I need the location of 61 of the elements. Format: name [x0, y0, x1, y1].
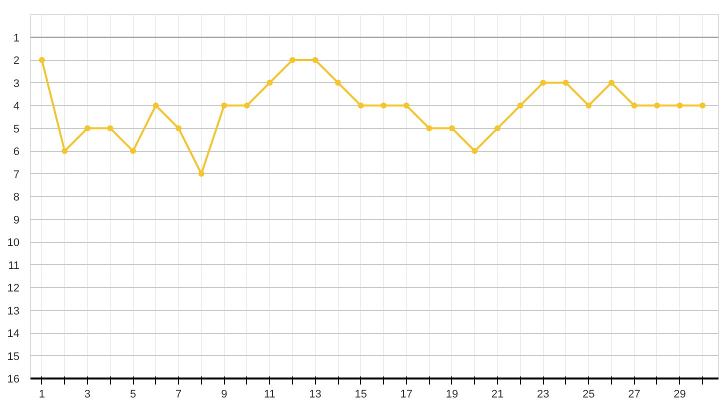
- point: [266, 80, 273, 86]
- point: [289, 57, 296, 63]
- x-tick-label: 3: [84, 388, 91, 400]
- y-tick-label: 8: [13, 192, 20, 204]
- y-tick-label: 1: [13, 32, 20, 44]
- point: [312, 57, 318, 63]
- point: [335, 80, 342, 86]
- x-tick-label: 13: [309, 388, 322, 400]
- y-tick-label: 15: [7, 350, 20, 363]
- point: [700, 102, 706, 108]
- point: [38, 57, 45, 63]
- y-tick-label: 7: [13, 168, 20, 181]
- x-tick-label: 27: [628, 388, 640, 400]
- y-tick-label: 3: [13, 78, 20, 90]
- y-tick-label: 2: [13, 55, 20, 67]
- x-tick-label: 9: [221, 388, 228, 400]
- x-tick-label: 11: [264, 388, 276, 400]
- point: [517, 102, 524, 108]
- point: [426, 125, 432, 132]
- y-tick-label: 11: [8, 260, 20, 272]
- point: [380, 102, 387, 108]
- y-tick-label: 4: [13, 100, 20, 112]
- x-tick-label: 23: [536, 388, 550, 400]
- x-tick-label: 5: [130, 388, 136, 400]
- point: [631, 102, 638, 108]
- point: [62, 148, 68, 154]
- point: [130, 148, 136, 154]
- point: [540, 80, 546, 86]
- x-tick-label: 21: [491, 388, 504, 400]
- point: [494, 125, 501, 132]
- point: [176, 125, 182, 132]
- x-tick-label: 25: [582, 388, 595, 400]
- point: [244, 102, 250, 108]
- x-tick-label: 1: [38, 388, 45, 400]
- point: [107, 125, 114, 132]
- y-tick-label: 5: [13, 123, 20, 136]
- y-tick-label: 16: [7, 374, 20, 386]
- point: [472, 148, 478, 154]
- x-tick-label: 17: [400, 388, 413, 400]
- point: [654, 102, 660, 108]
- y-tick-label: 9: [13, 214, 20, 226]
- point: [448, 125, 455, 132]
- y-tick-label: 10: [7, 237, 20, 249]
- x-tick-label: 19: [446, 388, 458, 400]
- y-tick-label: 13: [7, 305, 20, 318]
- point: [221, 102, 228, 108]
- point: [608, 80, 614, 86]
- point: [676, 102, 683, 108]
- point: [198, 170, 204, 177]
- point: [84, 125, 90, 132]
- y-tick-label: 14: [7, 328, 20, 340]
- point: [152, 102, 159, 108]
- point: [358, 102, 364, 108]
- y-tick-label: 6: [13, 146, 20, 158]
- point: [586, 102, 592, 108]
- point: [562, 80, 569, 86]
- y-tick-label: 12: [7, 282, 20, 294]
- x-tick-label: 15: [354, 388, 367, 400]
- x-tick-label: 7: [176, 388, 182, 400]
- x-tick-label: 29: [674, 388, 686, 400]
- point: [403, 102, 410, 108]
